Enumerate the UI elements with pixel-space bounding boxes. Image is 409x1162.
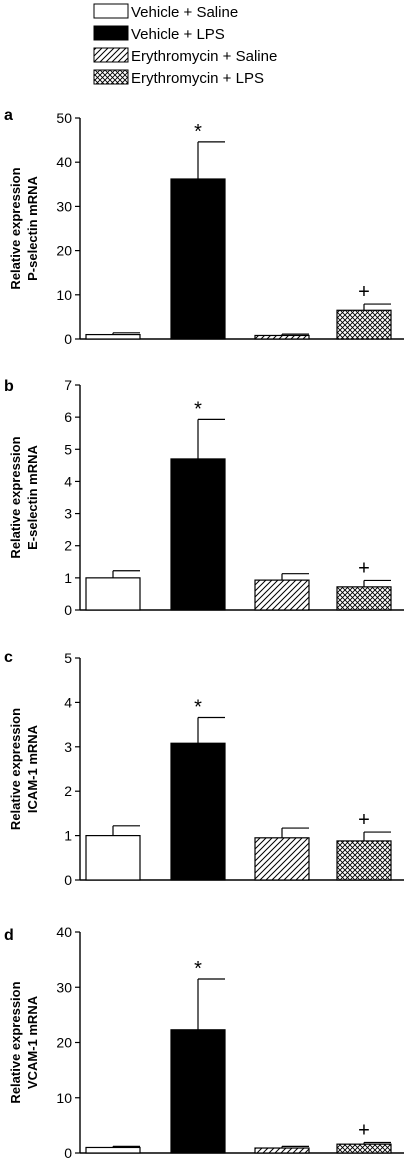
bar-hatch [254,579,310,611]
y-tick-label: 40 [56,924,72,940]
bar-hatch [254,837,310,881]
y-axis-label: Relative expression [8,981,23,1103]
bar-hatch [254,334,310,340]
bar-open [85,577,141,611]
bar-crosshatch [336,586,392,611]
panel-letter: a [4,107,13,124]
y-tick-label: 0 [64,1145,72,1161]
y-tick-label: 10 [56,1090,72,1106]
bar-crosshatch [336,1143,392,1154]
y-tick-label: 10 [56,287,72,303]
y-tick-label: 2 [64,538,72,554]
bar-solid [170,178,226,340]
y-tick-label: 4 [64,473,72,489]
y-tick-label: 30 [56,198,72,214]
significance-asterisk: * [194,958,202,980]
legend-label: Vehicle + Saline [131,4,238,21]
y-tick-label: 1 [64,828,72,844]
y-tick-label: 0 [64,331,72,347]
bar-crosshatch [336,840,392,881]
y-axis-label: VCAM-1 mRNA [25,995,40,1089]
y-tick-label: 30 [56,979,72,995]
y-axis-label: E-selectin mRNA [25,445,40,550]
y-axis-label: Relative expression [8,708,23,830]
legend-swatch [93,69,129,85]
legend-swatch [93,47,129,63]
bar-crosshatch [336,309,392,340]
legend-label: Vehicle + LPS [131,26,225,43]
legend-swatch [93,3,129,19]
y-tick-label: 20 [56,243,72,259]
panel-letter: c [4,649,13,666]
y-tick-label: 3 [64,506,72,522]
panel-letter: b [4,378,14,395]
y-tick-label: 2 [64,783,72,799]
y-tick-label: 40 [56,154,72,170]
y-axis-label: ICAM-1 mRNA [25,724,40,813]
bar-open [85,1146,141,1154]
bar-hatch [254,1147,310,1154]
y-tick-label: 6 [64,409,72,425]
legend-label: Erythromycin + LPS [131,70,264,87]
panel-letter: d [4,927,14,944]
chart-panel-d: d Relative expression VCAM-1 mRNA 0 10 20 30 40… [4,924,404,1161]
chart-panel-a: a Relative expression P-selectin mRNA 0 10 20… [4,107,404,347]
significance-asterisk: * [194,696,202,718]
significance-asterisk: * [194,121,202,143]
y-tick-label: 3 [64,739,72,755]
y-tick-label: 5 [64,650,72,666]
significance-plus: + [358,557,370,579]
y-axis-label: Relative expression [8,167,23,289]
significance-plus: + [358,281,370,303]
significance-plus: + [358,809,370,831]
y-tick-label: 1 [64,570,72,586]
significance-asterisk: * [194,398,202,420]
chart-panel-b: b Relative expression E-selectin mRNA 0 1 2 3 4… [4,377,404,618]
bar-solid [170,458,226,611]
y-tick-label: 50 [56,110,72,126]
y-tick-label: 5 [64,441,72,457]
y-axis-label: P-selectin mRNA [25,176,40,281]
chart-panel-c: c Relative expression ICAM-1 mRNA 0 1 2 3 4 5 * + [4,649,404,888]
y-tick-label: 4 [64,694,72,710]
bar-solid [170,742,226,881]
y-axis-label: Relative expression [8,436,23,558]
bar-solid [170,1029,226,1154]
y-tick-label: 0 [64,602,72,618]
bar-open [85,834,141,881]
legend: Vehicle + Saline Vehicle + LPS Erythromyci… [93,3,277,87]
legend-swatch [93,25,129,41]
y-tick-label: 0 [64,872,72,888]
y-tick-label: 7 [64,377,72,393]
legend-label: Erythromycin + Saline [131,48,277,65]
bar-open [85,333,141,340]
significance-plus: + [358,1120,370,1142]
y-tick-label: 20 [56,1035,72,1051]
